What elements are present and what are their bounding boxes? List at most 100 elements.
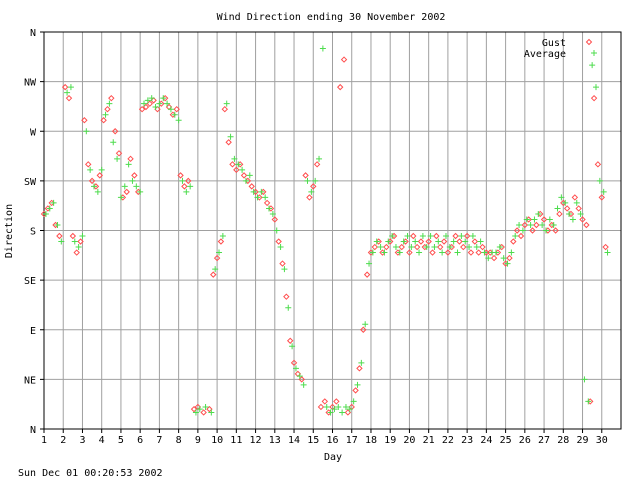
- average-point: [450, 238, 457, 245]
- gust-point: [456, 238, 463, 245]
- gust-point: [69, 232, 77, 240]
- gust-point: [398, 243, 405, 251]
- average-point: [581, 376, 588, 383]
- average-point: [125, 161, 132, 168]
- gust-point: [410, 232, 417, 240]
- gust-point: [540, 216, 548, 223]
- x-tick-label: 7: [156, 435, 162, 446]
- gust-point: [506, 254, 513, 262]
- average-point: [46, 205, 53, 212]
- legend: Gust Average: [524, 38, 597, 60]
- x-tick-label: 30: [596, 435, 608, 446]
- average-point: [504, 260, 511, 267]
- average-point: [527, 221, 534, 228]
- average-point: [216, 249, 223, 256]
- average-point: [79, 233, 86, 240]
- gust-point: [590, 94, 598, 102]
- gust-marker-icon: [585, 38, 593, 46]
- x-tick-label: 5: [118, 435, 124, 446]
- gust-point: [123, 188, 130, 196]
- gust-point: [225, 139, 232, 146]
- average-point: [75, 244, 82, 251]
- average-point: [385, 238, 392, 245]
- average-point: [316, 155, 323, 162]
- gust-point: [111, 128, 119, 135]
- gust-point: [425, 238, 432, 245]
- average-point: [121, 183, 128, 190]
- x-tick-label: 27: [538, 435, 550, 446]
- gust-point: [436, 243, 444, 251]
- average-point: [469, 233, 476, 240]
- average-point: [164, 100, 171, 107]
- gust-point: [263, 199, 271, 207]
- average-point: [416, 249, 423, 256]
- average-point: [133, 183, 140, 190]
- average-point: [346, 406, 353, 413]
- gust-point: [177, 172, 184, 179]
- x-tick-label: 24: [480, 435, 492, 446]
- legend-gust-label: Gust: [542, 38, 566, 49]
- gust-point: [100, 117, 107, 124]
- x-tick-label: 15: [307, 435, 319, 446]
- average-point: [254, 194, 261, 201]
- average-point: [327, 409, 334, 416]
- legend-average-label: Average: [524, 49, 566, 60]
- average-point: [508, 249, 515, 256]
- x-tick-label: 12: [250, 435, 262, 446]
- average-point: [94, 188, 101, 195]
- average-point: [400, 238, 407, 245]
- average-point: [335, 403, 342, 410]
- y-tick-label: E: [30, 326, 36, 337]
- average-point: [562, 199, 569, 206]
- average-point: [83, 128, 90, 135]
- average-point: [454, 249, 461, 256]
- gust-point: [529, 227, 536, 234]
- x-tick-label: 20: [403, 435, 415, 446]
- gust-point: [517, 232, 525, 240]
- average-point: [542, 227, 549, 234]
- x-tick-label: 29: [577, 435, 589, 446]
- average-point: [466, 244, 473, 251]
- average-point: [496, 244, 503, 251]
- average-point: [110, 139, 117, 146]
- average-point: [458, 233, 465, 240]
- gust-point: [571, 194, 579, 201]
- average-point: [223, 100, 230, 107]
- average-point: [539, 221, 546, 228]
- average-point: [250, 188, 257, 195]
- average-point: [342, 403, 349, 410]
- average-point: [600, 188, 607, 195]
- y-axis-ticks: N NE E SE S SW W NW N: [24, 28, 44, 436]
- average-point: [102, 111, 109, 118]
- gust-point: [279, 260, 286, 267]
- average-point: [339, 409, 346, 416]
- average-point: [358, 359, 365, 366]
- footer-timestamp: Sun Dec 01 00:20:53 2002: [18, 468, 163, 479]
- gust-point: [77, 238, 84, 245]
- average-point: [408, 244, 415, 251]
- average-point: [87, 166, 94, 173]
- average-point: [239, 166, 246, 173]
- gust-point: [598, 194, 605, 201]
- gust-point: [221, 105, 229, 113]
- average-point: [446, 244, 453, 251]
- legend-gust-marker: [585, 38, 593, 46]
- x-tick-label: 23: [461, 435, 473, 446]
- average-point: [439, 249, 446, 256]
- gust-point: [521, 221, 529, 229]
- gust-point: [490, 254, 498, 262]
- gust-point: [371, 243, 379, 251]
- gust-point: [115, 150, 123, 157]
- average-point: [296, 373, 303, 380]
- gust-point: [190, 405, 198, 413]
- y-tick-label: S: [30, 227, 36, 238]
- gust-point: [440, 238, 448, 245]
- average-point: [106, 100, 113, 107]
- average-point: [435, 238, 442, 245]
- average-point: [566, 210, 573, 217]
- average-point: [369, 249, 376, 256]
- average-point: [477, 238, 484, 245]
- gust-point: [200, 409, 207, 416]
- average-point: [589, 62, 596, 69]
- gust-point: [429, 249, 436, 256]
